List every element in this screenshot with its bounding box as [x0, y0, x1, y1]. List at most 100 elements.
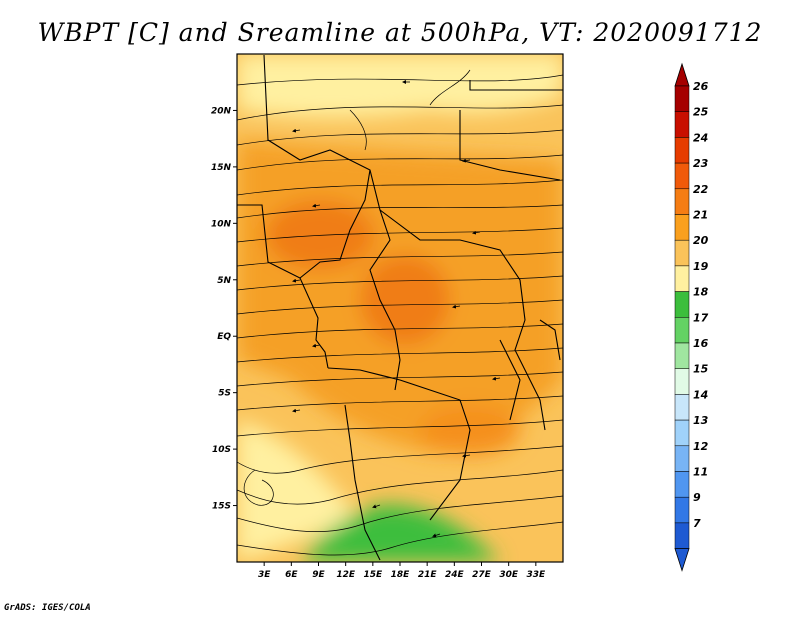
streamline-arrow	[372, 504, 381, 509]
colorbar-segment	[674, 496, 690, 524]
colorbar-level-label: 23	[693, 157, 709, 170]
streamline	[237, 347, 563, 363]
colorbar-segment	[674, 522, 690, 549]
colorbar-segment	[674, 419, 690, 447]
lat-tick-label: 15S	[212, 502, 231, 512]
lon-tick-label: 6E	[285, 570, 298, 580]
lon-tick-label: 33E	[526, 570, 546, 580]
colorbar-segment	[674, 394, 690, 421]
colorbar-level-label: 22	[693, 183, 709, 196]
wbpt-zone-southwest-pale	[237, 420, 360, 562]
streamline	[237, 419, 563, 437]
lon-tick-label: 9E	[312, 570, 325, 580]
border	[299, 169, 371, 279]
colorbar-segment	[674, 85, 690, 112]
longitude-axis: 3E 6E 9E 12E 15E 18E 21E 24E 27E 30E 33E	[258, 562, 546, 580]
streamline-arrows	[292, 80, 501, 538]
colorbar-level-label: 12	[693, 440, 709, 453]
wbpt-zone-max-center	[360, 255, 450, 345]
colorbar-level-label: 20	[693, 234, 709, 247]
temperature-field	[237, 54, 563, 562]
streamline	[237, 521, 563, 556]
colorbar-level-label: 14	[693, 388, 708, 401]
colorbar-segment	[674, 239, 690, 267]
colorbar-level-label: 15	[693, 363, 709, 376]
colorbar-segment	[674, 342, 690, 369]
colorbar-level-label: 19	[693, 260, 709, 273]
border	[459, 110, 561, 181]
credit-label: GrADS: IGES/COLA	[4, 603, 91, 613]
streamline	[237, 371, 563, 387]
streamline	[237, 275, 563, 291]
streamline-arrow	[292, 408, 301, 413]
colorbar-segment	[674, 137, 690, 164]
lat-tick-label: 5S	[218, 389, 231, 399]
colorbar-segment	[674, 214, 690, 241]
lat-tick-label: 20N	[211, 106, 232, 116]
colorbar-level-label: 13	[693, 414, 709, 427]
lat-tick-label: 10N	[211, 219, 232, 229]
streamline	[237, 395, 563, 411]
lon-tick-label: 30E	[499, 570, 519, 580]
colorbar-level-label: 16	[693, 337, 709, 350]
border	[344, 404, 381, 561]
colorbar-segment	[674, 162, 690, 190]
latitude-axis: 20N 15N 10N 5N EQ 5S 10S 15S	[211, 106, 237, 512]
border	[263, 54, 546, 431]
streamline	[237, 227, 563, 243]
border	[539, 319, 561, 361]
coastline-west	[237, 204, 329, 369]
colorbar-level-label: 25	[693, 106, 709, 119]
streamline-arrow	[452, 304, 461, 309]
colorbar-segment	[674, 265, 690, 292]
lat-tick-label: 5N	[217, 276, 231, 286]
wbpt-zone-south-green	[300, 504, 500, 562]
colorbar-segment	[674, 291, 690, 318]
border	[469, 80, 563, 91]
lon-tick-label: 15E	[363, 570, 383, 580]
border	[327, 367, 471, 521]
streamline	[237, 74, 563, 86]
streamline	[237, 495, 563, 532]
colorbar-segment	[674, 111, 690, 138]
lat-tick-label: 10S	[212, 445, 231, 455]
lon-tick-label: 27E	[472, 570, 492, 580]
lat-tick-label: EQ	[217, 332, 231, 342]
streamline	[237, 469, 563, 505]
wbpt-zone-north-pale	[237, 54, 563, 118]
colorbar-segment	[674, 445, 690, 472]
streamline	[237, 251, 563, 267]
colorbar-level-label: 11	[693, 466, 708, 479]
streamline-arrow	[472, 230, 481, 235]
colorbar-top-arrow	[674, 62, 690, 87]
streamline	[349, 109, 367, 151]
colorbar: 26 25 24 23 22 21 20 19 18 17 16 15 14 13 12 11 9 7	[674, 62, 709, 572]
streamline	[237, 154, 563, 171]
colorbar-level-label: 9	[693, 491, 701, 504]
colorbar-level-label: 17	[693, 311, 709, 324]
streamline-arrow	[312, 343, 321, 348]
colorbar-level-label: 21	[693, 209, 708, 222]
streamline	[237, 445, 563, 474]
lon-tick-label: 3E	[258, 570, 271, 580]
lat-tick-label: 15N	[211, 163, 232, 173]
lake-shore	[499, 339, 521, 421]
colorbar-bottom-arrow	[674, 548, 690, 572]
streamline-arrow	[492, 376, 501, 381]
lon-tick-label: 24E	[445, 570, 465, 580]
streamline	[237, 179, 563, 196]
country-borders	[237, 54, 563, 561]
colorbar-segment	[674, 368, 690, 395]
colorbar-segment	[674, 188, 690, 215]
streamline-arrow	[292, 278, 301, 283]
streamline-arrow	[312, 203, 321, 208]
colorbar-level-label: 18	[693, 286, 709, 299]
streamline	[237, 204, 563, 219]
streamline-arrow	[432, 533, 441, 538]
streamline	[237, 129, 563, 146]
border	[369, 209, 401, 391]
streamline	[237, 104, 563, 121]
chart-title: WBPT [C] and Sreamline at 500hPa, VT: 20…	[37, 18, 763, 47]
colorbar-level-label: 7	[693, 517, 701, 530]
